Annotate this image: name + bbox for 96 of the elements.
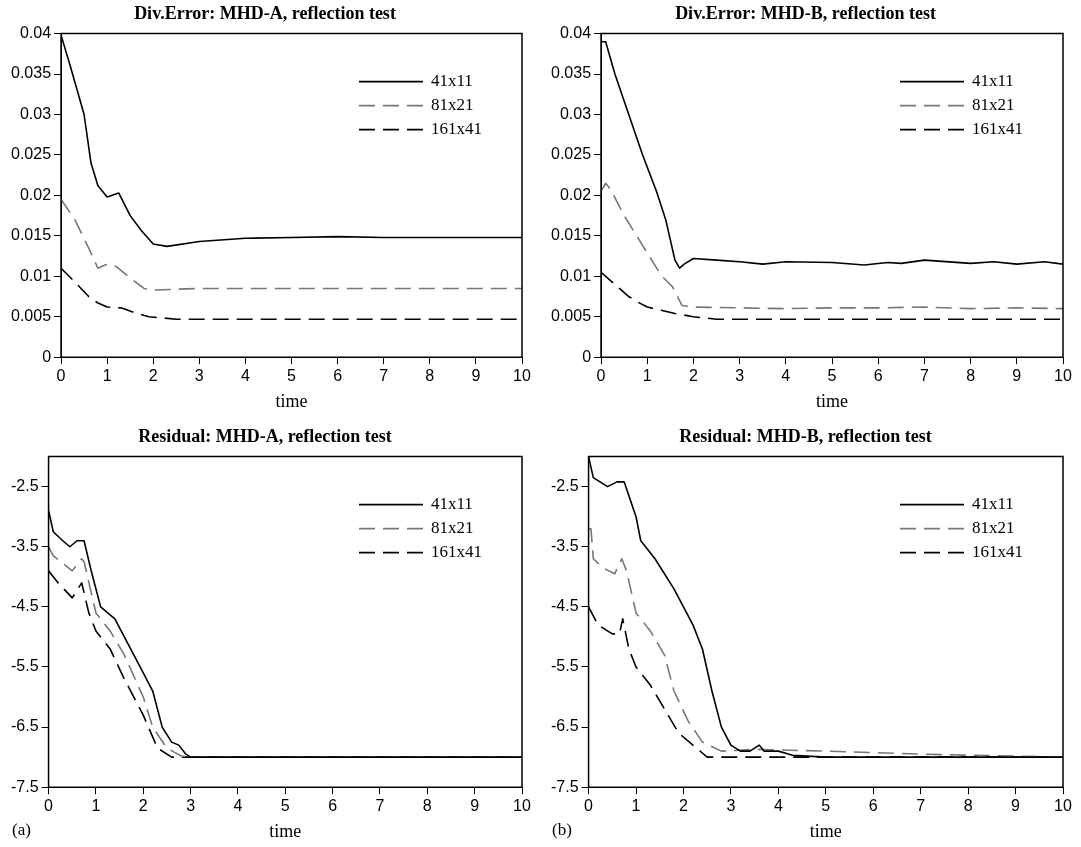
y-tick-label: -2.5 <box>10 477 39 495</box>
chart-title: Div.Error: MHD-A, reflection test <box>134 3 396 24</box>
y-tick-label: 0 <box>42 347 52 365</box>
x-tick-label: 8 <box>425 367 435 385</box>
x-tick-label: 6 <box>873 367 883 385</box>
y-tick-label: -4.5 <box>550 597 579 615</box>
y-tick-label: 0.005 <box>550 307 592 325</box>
x-tick-label: 4 <box>233 797 243 815</box>
text: (b) <box>552 819 572 839</box>
x-tick-label: 0 <box>596 367 606 385</box>
y-tick-label: 0.005 <box>10 307 52 325</box>
x-tick-label: 8 <box>422 797 432 815</box>
x-axis-title: time <box>816 390 849 411</box>
x-tick-label: 2 <box>679 797 688 815</box>
y-tick-label: 0.04 <box>559 24 592 42</box>
x-tick-label: 9 <box>470 797 480 815</box>
legend-label: 41x11 <box>431 494 473 514</box>
x-tick-label: 6 <box>868 797 878 815</box>
x-tick-label: 6 <box>328 797 338 815</box>
legend-label: 41x11 <box>972 71 1014 91</box>
legend-label: 161x41 <box>431 542 482 562</box>
y-tick-label: 0.01 <box>559 266 592 284</box>
y-tick-label: 0.025 <box>10 145 52 163</box>
x-axis-title: time <box>809 820 842 841</box>
x-tick-label: 3 <box>726 797 736 815</box>
y-tick-label: -4.5 <box>10 597 39 615</box>
x-tick-label: 5 <box>280 797 290 815</box>
x-tick-label: 8 <box>963 797 973 815</box>
x-tick-label: 10 <box>513 367 531 385</box>
x-tick-label: 0 <box>56 367 66 385</box>
legend-label: 81x21 <box>431 518 474 538</box>
legend-label: 161x41 <box>972 119 1023 139</box>
x-tick-label: 1 <box>102 367 112 385</box>
x-tick-label: 5 <box>287 367 297 385</box>
x-tick-label: 2 <box>138 797 148 815</box>
x-tick-label: 3 <box>194 367 204 385</box>
legend-label: 41x11 <box>972 494 1014 514</box>
x-tick-label: 7 <box>379 367 389 385</box>
x-tick-label: 7 <box>375 797 385 815</box>
x-tick-label: 10 <box>1054 367 1072 385</box>
x-tick-label: 10 <box>513 797 531 815</box>
y-tick-label: 0.025 <box>550 145 592 163</box>
y-tick-label: 0.03 <box>19 104 52 122</box>
x-tick-label: 9 <box>1011 797 1021 815</box>
chart-title: Residual: MHD-A, reflection test <box>138 426 392 447</box>
x-axis-title: time <box>275 390 308 411</box>
y-tick-label: 0.015 <box>10 226 52 244</box>
x-tick-label: 5 <box>827 367 837 385</box>
y-tick-label: 0.03 <box>559 104 592 122</box>
x-tick-label: 1 <box>91 797 101 815</box>
y-tick-label: -6.5 <box>550 717 579 735</box>
x-tick-label: 1 <box>642 367 652 385</box>
legend-label: 81x21 <box>972 518 1015 538</box>
x-tick-label: 3 <box>186 797 196 815</box>
x-tick-label: 3 <box>735 367 745 385</box>
text: (a) <box>12 819 31 839</box>
y-tick-label: -3.5 <box>10 537 39 555</box>
y-tick-label: 0.035 <box>550 64 592 82</box>
legend-label: 81x21 <box>972 95 1015 115</box>
y-tick-label: 0.02 <box>559 185 592 203</box>
x-tick-label: 8 <box>966 367 976 385</box>
y-tick-label: -3.5 <box>550 537 579 555</box>
legend-label: 161x41 <box>431 119 482 139</box>
y-tick-label: 0.035 <box>10 64 52 82</box>
x-tick-label: 7 <box>919 367 929 385</box>
x-tick-label: 2 <box>148 367 158 385</box>
y-tick-label: 0 <box>582 347 592 365</box>
x-tick-label: 4 <box>773 797 783 815</box>
y-tick-label: -5.5 <box>10 657 39 675</box>
x-tick-label: 1 <box>631 797 641 815</box>
y-tick-label: -5.5 <box>550 657 579 675</box>
x-tick-label: 9 <box>1012 367 1022 385</box>
legend-label: 41x11 <box>431 71 473 91</box>
line-series <box>601 182 1063 310</box>
x-tick-label: 9 <box>471 367 481 385</box>
x-tick-label: 7 <box>916 797 926 815</box>
y-tick-label: -6.5 <box>10 717 39 735</box>
y-tick-label: -2.5 <box>550 477 579 495</box>
x-tick-label: 4 <box>240 367 250 385</box>
x-tick-label: 2 <box>688 367 698 385</box>
chart-title: Residual: MHD-B, reflection test <box>679 426 932 447</box>
y-tick-label: -7.5 <box>550 777 579 795</box>
legend-label: 81x21 <box>431 95 474 115</box>
line-series <box>61 198 522 291</box>
x-tick-label: 6 <box>333 367 343 385</box>
x-axis-title: time <box>269 820 302 841</box>
x-tick-label: 5 <box>821 797 831 815</box>
y-tick-label: 0.02 <box>19 185 52 203</box>
x-tick-label: 4 <box>781 367 791 385</box>
legend-label: 161x41 <box>972 542 1023 562</box>
y-tick-label: 0.01 <box>19 266 52 284</box>
y-tick-label: 0.04 <box>19 24 52 42</box>
x-tick-label: 10 <box>1054 797 1072 815</box>
y-tick-label: 0.015 <box>550 226 592 244</box>
y-tick-label: -7.5 <box>10 777 39 795</box>
chart-title: Div.Error: MHD-B, reflection test <box>675 3 936 24</box>
